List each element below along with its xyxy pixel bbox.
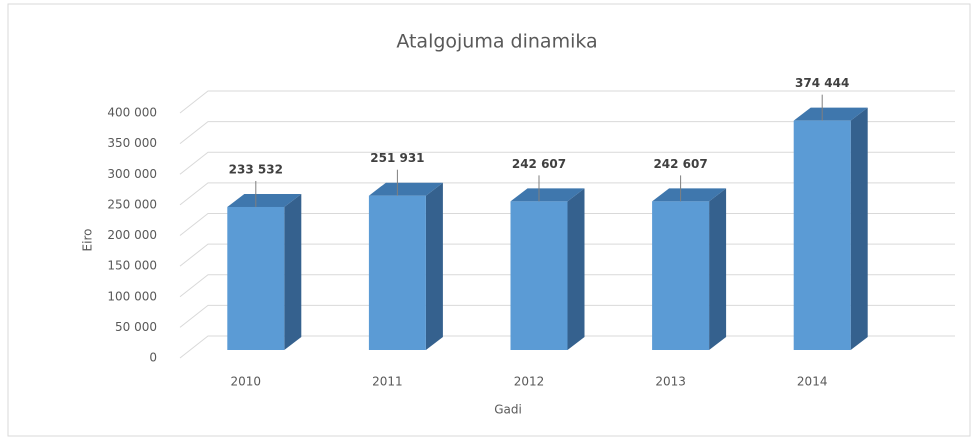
bar [227,206,285,350]
data-label: 242 607 [653,157,707,171]
data-label: 242 607 [512,157,566,171]
y-tick-label: 0 [149,351,157,365]
grid-line [179,182,955,206]
x-tick-label: 2010 [231,375,262,389]
bar-top [227,193,302,207]
x-tick-label: 2013 [655,375,686,389]
grid-line [179,151,955,175]
bar-side [850,107,868,351]
bar [510,201,568,350]
bar [368,195,426,350]
bar-side [709,188,727,350]
data-label: 251 931 [370,151,424,165]
bar-top [652,188,727,202]
y-axis-label: Eiro [81,229,95,252]
x-tick-label: 2012 [514,375,545,389]
x-axis-label: Gadi [494,403,522,417]
bar [793,120,851,351]
grid-line [179,90,955,114]
chart-title: Atalgojuma dinamika [396,31,597,53]
grid-line [179,121,955,145]
y-tick-label: 100 000 [107,289,157,303]
x-tick-label: 2014 [797,375,828,389]
y-tick-label: 50 000 [115,320,157,334]
y-tick-label: 250 000 [107,197,157,211]
bar-side [284,193,302,350]
bar-top [793,107,868,121]
x-tick-label: 2011 [372,375,403,389]
bar-side [425,182,443,350]
y-tick-label: 400 000 [107,106,157,120]
y-tick-label: 350 000 [107,136,157,150]
y-tick-label: 150 000 [107,259,157,273]
bar-top [510,188,585,202]
y-tick-label: 200 000 [107,228,157,242]
data-label: 374 444 [795,76,849,90]
bar-side [567,188,585,350]
y-tick-label: 300 000 [107,167,157,181]
bar-top [368,182,443,196]
data-label: 233 532 [229,162,283,176]
bar [652,201,710,350]
